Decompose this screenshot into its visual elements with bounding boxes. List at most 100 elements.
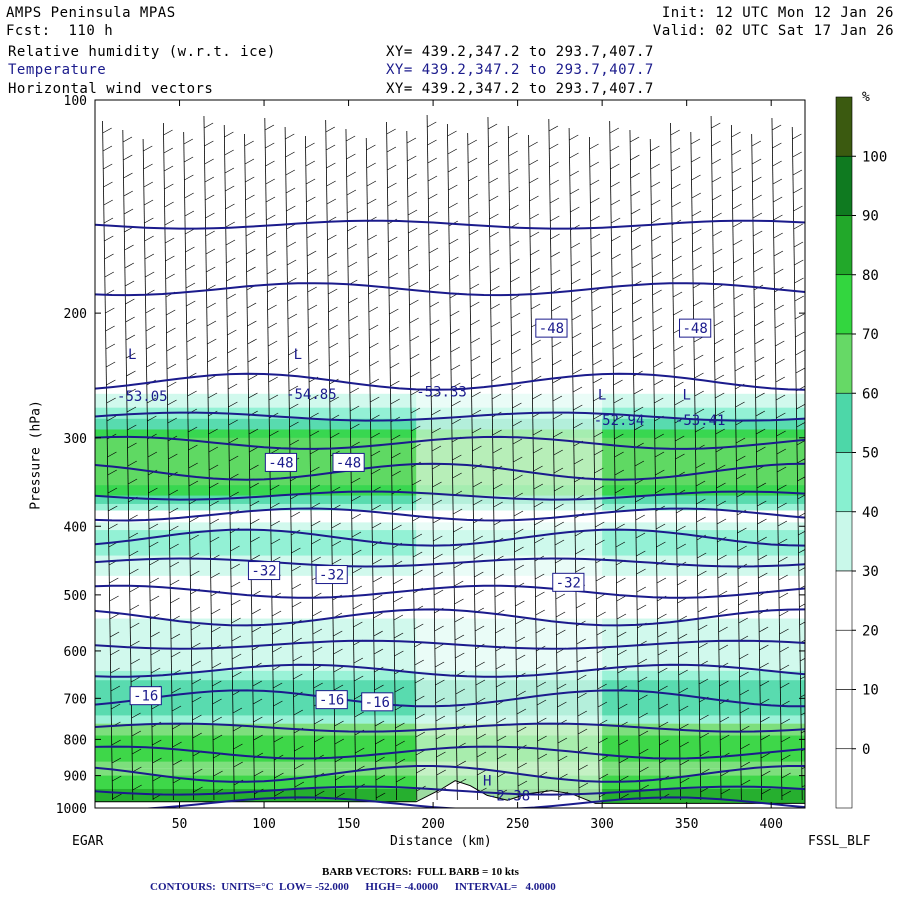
barb-flag	[572, 368, 582, 375]
barb-flag	[393, 578, 403, 585]
barb-flag	[231, 635, 242, 642]
contour-label: -48	[679, 318, 712, 338]
barb-flag	[694, 408, 705, 415]
barb-flag	[146, 343, 156, 350]
barb-flag	[369, 342, 379, 349]
barb-flag	[771, 124, 782, 131]
barb-flag	[183, 156, 194, 163]
barb-flag	[577, 710, 588, 717]
barb-flag	[189, 534, 199, 541]
barb-flag	[170, 579, 180, 586]
barb-flag	[589, 161, 600, 168]
barb-flag	[675, 453, 685, 460]
barb-flag	[108, 505, 118, 512]
barb-flag	[652, 307, 663, 314]
barb-flag	[610, 181, 620, 188]
barb-flag	[314, 718, 324, 725]
barb-flag	[596, 647, 607, 654]
isotherm	[134, 796, 805, 808]
barb-flag	[677, 579, 687, 586]
barb-flag	[167, 381, 177, 388]
barb-flag	[335, 792, 345, 799]
barb-flag	[143, 181, 153, 188]
barb-flag	[171, 705, 182, 712]
barb-flag	[170, 633, 181, 640]
contour-label: -48	[332, 452, 365, 472]
barb-flag	[759, 662, 769, 669]
barb-flag	[536, 663, 546, 670]
barb-flag	[474, 589, 484, 596]
barb-flag	[427, 157, 437, 164]
y-tick-label: 500	[64, 589, 87, 604]
barb-flag	[658, 667, 668, 674]
barb-flag	[151, 667, 161, 674]
barb-flag	[592, 359, 602, 366]
barb-flag	[144, 235, 154, 242]
barb-flag	[416, 767, 426, 774]
barb-flag	[148, 487, 158, 494]
barb-flag	[268, 358, 278, 365]
barb-flag	[189, 552, 200, 559]
barb-flag	[537, 735, 547, 742]
contour-label-text: -32	[251, 564, 276, 580]
barb-flag	[428, 193, 438, 200]
barb-flag	[569, 188, 580, 195]
barb-flag	[694, 390, 704, 397]
barb-flag	[307, 304, 318, 311]
barb-flag	[209, 500, 219, 507]
right-station-label: FSSL_BLF	[808, 834, 871, 849]
barb-flag	[734, 347, 744, 354]
barb-flag	[550, 215, 560, 222]
barb-flag	[308, 322, 318, 329]
barb-flag	[589, 143, 599, 150]
barb-flag	[591, 269, 601, 276]
barb-flag	[427, 175, 438, 182]
barb-flag	[777, 502, 787, 509]
barb-flag	[575, 548, 585, 555]
barb-flag	[166, 345, 176, 352]
barb-flag	[395, 758, 406, 765]
barb-flag	[794, 295, 804, 302]
barb-flag	[433, 589, 444, 596]
barb-flag	[671, 183, 681, 190]
barb-flag	[509, 240, 520, 247]
barb-flag	[351, 495, 361, 502]
barb-flag	[206, 284, 216, 291]
colorbar-tick-label: 30	[862, 564, 879, 580]
barb-flag	[407, 173, 417, 180]
barb-flag	[490, 321, 501, 328]
barb-flag	[309, 430, 320, 437]
barb-flag	[106, 415, 117, 422]
barb-flag	[594, 503, 605, 510]
contour-label: -48	[264, 452, 298, 472]
barb-flag	[348, 315, 358, 322]
barb-flag	[469, 229, 479, 236]
barb-flag	[409, 299, 419, 306]
barb-flag	[716, 500, 726, 507]
barb-flag	[368, 324, 379, 331]
barb-flag	[204, 140, 214, 147]
barb-flag	[267, 304, 277, 311]
barb-flag	[672, 273, 682, 280]
barb-flag	[353, 657, 364, 664]
barb-flag	[387, 182, 397, 189]
barb-flag	[650, 145, 660, 152]
barb-flag	[793, 241, 804, 248]
barb-flag	[795, 331, 805, 338]
barb-flag	[494, 573, 504, 580]
barb-flag	[656, 541, 666, 548]
barb-flag	[549, 197, 560, 204]
barb-flag	[224, 149, 234, 156]
barb-flag	[592, 377, 603, 384]
barb-flag	[127, 442, 137, 449]
barb-flag	[149, 577, 159, 584]
barb-flag	[713, 266, 723, 273]
barb-flag	[714, 356, 724, 363]
barb-flag	[533, 483, 544, 490]
footer-barbs: BARB VECTORS: FULL BARB = 10 kts	[322, 866, 519, 878]
barb-flag	[287, 313, 298, 320]
barb-flag	[636, 550, 646, 557]
barb-flag	[392, 506, 402, 513]
barb-flag	[630, 190, 641, 197]
barb-flag	[407, 209, 418, 216]
